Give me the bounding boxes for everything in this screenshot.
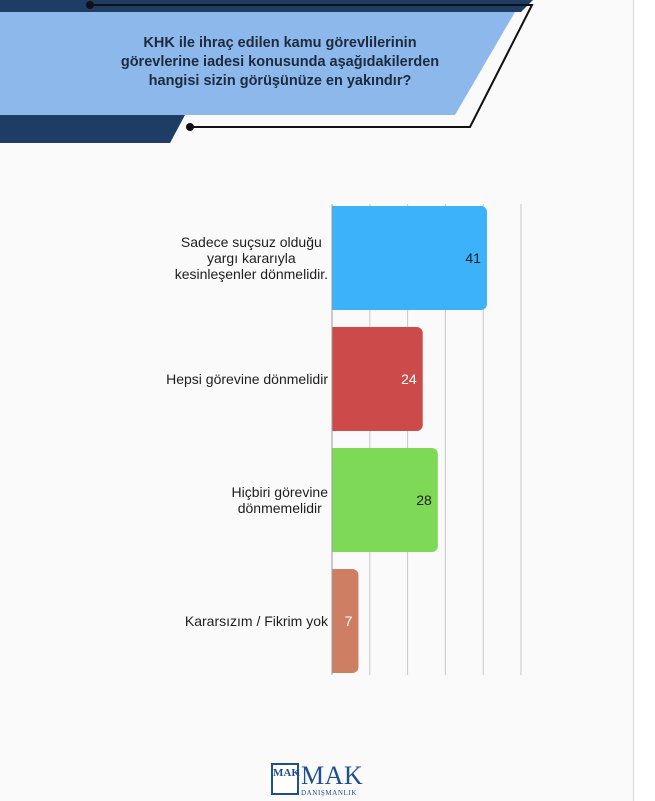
category-label-line: Hepsi görevine dönmelidir (166, 371, 328, 387)
question-line-1: KHK ile ihraç edilen kamu görevlilerinin (143, 34, 417, 51)
question-line-2: görevlerine iadesi konusunda aşağıdakile… (120, 53, 440, 70)
category-label-line: dönmemelidir (237, 500, 322, 516)
bar (332, 448, 438, 552)
outline-dot-bottom (186, 123, 194, 131)
data-label: 41 (465, 250, 481, 266)
logo-subtitle: DANIŞMANLIK (301, 789, 357, 797)
category-label-line: Sadece suçsuz olduğu (180, 234, 322, 250)
category-label: Hepsi görevine dönmelidir (120, 327, 328, 431)
question-title: KHK ile ihraç edilen kamu görevlilerinin… (70, 22, 490, 102)
company-logo: MAK MAK DANIŞMANLIK (271, 761, 364, 799)
bar-base (332, 327, 340, 431)
category-label: Sadece suçsuz olduğu yargı kararıyla kesin… (120, 206, 328, 310)
outline-line (90, 4, 534, 128)
bar (332, 206, 487, 310)
category-label-line: kesinleşenler dönmelidir. (174, 266, 328, 282)
category-label-line: yargı kararıyla (206, 250, 296, 266)
header-banner (0, 0, 534, 143)
data-label: 7 (345, 613, 353, 629)
data-label: 28 (416, 492, 432, 508)
navy-band-bottom (0, 115, 185, 143)
question-line-3: hangisi sizin görüşünüze en yakındır? (148, 72, 412, 89)
page-edge (633, 0, 655, 801)
bar-base (332, 569, 340, 673)
category-label-line: Kararsızım / Fikrim yok (184, 613, 328, 629)
bar-base (332, 206, 340, 310)
category-label: Hiçbiri görevine dönmemelidir (120, 448, 328, 552)
data-label: 24 (401, 371, 417, 387)
bar (332, 327, 423, 431)
category-label: Kararsızım / Fikrim yok (120, 569, 328, 673)
category-label-line: Hiçbiri görevine (231, 484, 328, 500)
light-blue-banner (0, 12, 515, 115)
bar-base (332, 448, 340, 552)
outline-dot-left (86, 1, 94, 9)
logo-name: MAK (301, 761, 364, 790)
logo-mark: MAK (271, 763, 300, 795)
